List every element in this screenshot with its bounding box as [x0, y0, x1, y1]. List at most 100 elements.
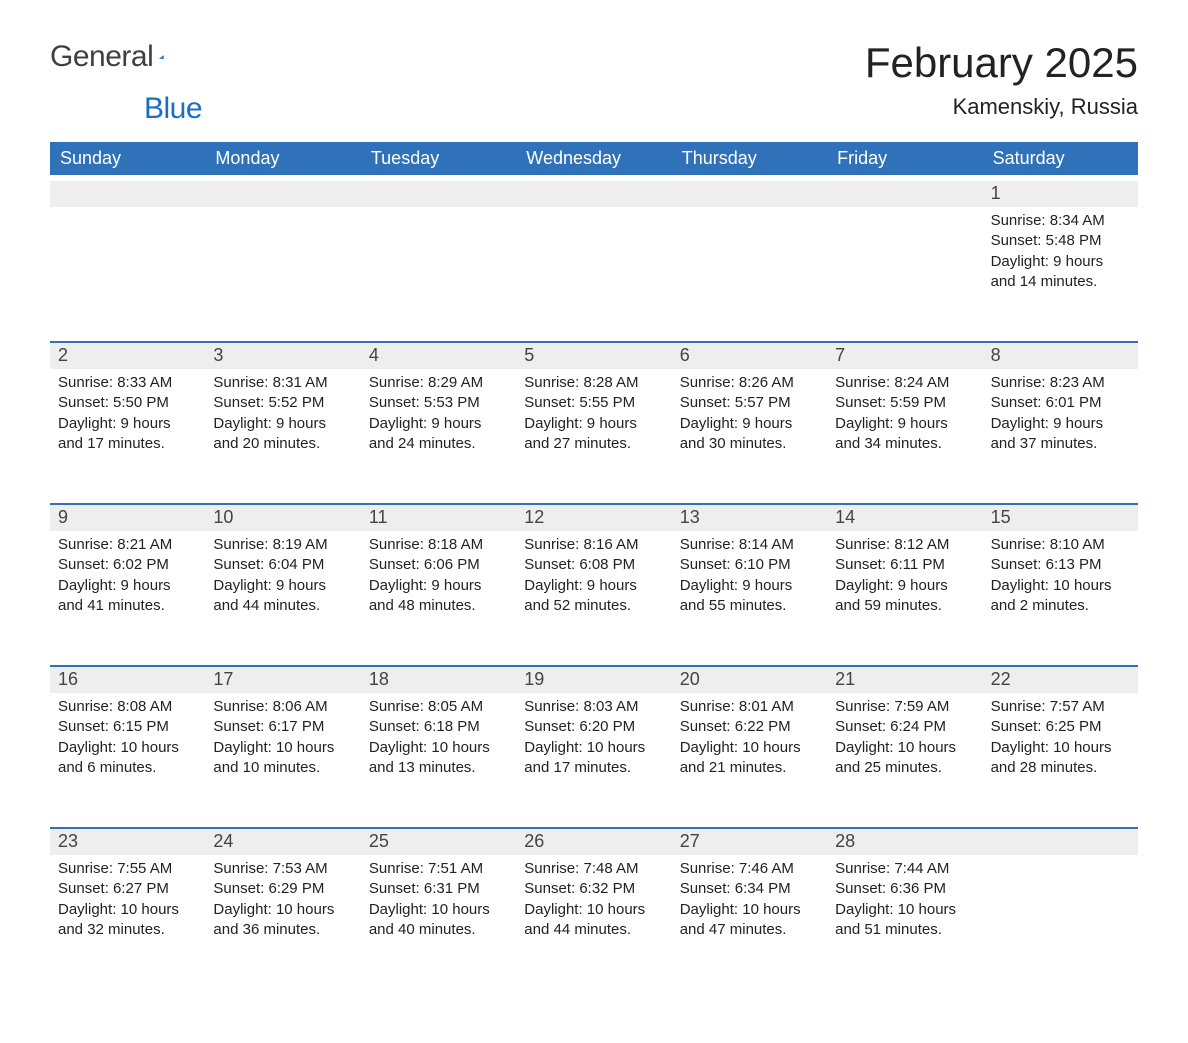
day-info-line: Daylight: 10 hours [58, 900, 197, 920]
day-info-line: Sunset: 6:32 PM [524, 879, 663, 899]
day-body-row: Sunrise: 8:08 AMSunset: 6:15 PMDaylight:… [50, 693, 1138, 821]
day-number: 18 [361, 667, 516, 693]
day-info-line: and 30 minutes. [680, 434, 819, 454]
day-info-line: Sunrise: 7:46 AM [680, 859, 819, 879]
day-info-line: Sunrise: 8:18 AM [369, 535, 508, 555]
day-cell: Sunrise: 8:10 AMSunset: 6:13 PMDaylight:… [983, 531, 1138, 659]
day-cell: Sunrise: 7:46 AMSunset: 6:34 PMDaylight:… [672, 855, 827, 983]
day-cell: Sunrise: 8:33 AMSunset: 5:50 PMDaylight:… [50, 369, 205, 497]
day-info-line: and 20 minutes. [213, 434, 352, 454]
day-info-line: Daylight: 9 hours [680, 576, 819, 596]
day-info-line: Sunrise: 8:12 AM [835, 535, 974, 555]
day-info-line: Sunset: 6:34 PM [680, 879, 819, 899]
month-year-title: February 2025 [865, 40, 1138, 86]
day-info-line: Daylight: 10 hours [991, 576, 1130, 596]
day-info-line: Sunset: 5:53 PM [369, 393, 508, 413]
day-info-line: Sunset: 6:31 PM [369, 879, 508, 899]
day-cell [50, 207, 205, 335]
day-number-row: 16171819202122 [50, 667, 1138, 693]
day-number: 14 [827, 505, 982, 531]
day-info-line: and 24 minutes. [369, 434, 508, 454]
day-cell: Sunrise: 8:24 AMSunset: 5:59 PMDaylight:… [827, 369, 982, 497]
day-cell: Sunrise: 7:51 AMSunset: 6:31 PMDaylight:… [361, 855, 516, 983]
day-number: 19 [516, 667, 671, 693]
day-number: 1 [983, 181, 1138, 207]
day-info-line: and 59 minutes. [835, 596, 974, 616]
day-number: 11 [361, 505, 516, 531]
day-info-line: Daylight: 10 hours [835, 900, 974, 920]
weekday-header: Friday [827, 142, 982, 175]
day-info-line: Sunset: 6:13 PM [991, 555, 1130, 575]
day-info-line: Daylight: 9 hours [213, 576, 352, 596]
day-cell: Sunrise: 8:31 AMSunset: 5:52 PMDaylight:… [205, 369, 360, 497]
day-number: 25 [361, 829, 516, 855]
day-info-line: Daylight: 9 hours [58, 414, 197, 434]
day-number [983, 829, 1138, 855]
day-info-line: Daylight: 10 hours [213, 738, 352, 758]
day-cell: Sunrise: 7:55 AMSunset: 6:27 PMDaylight:… [50, 855, 205, 983]
day-body-row: Sunrise: 7:55 AMSunset: 6:27 PMDaylight:… [50, 855, 1138, 983]
day-cell: Sunrise: 7:57 AMSunset: 6:25 PMDaylight:… [983, 693, 1138, 821]
day-body-row: Sunrise: 8:33 AMSunset: 5:50 PMDaylight:… [50, 369, 1138, 497]
day-cell [827, 207, 982, 335]
day-info-line: Daylight: 9 hours [524, 414, 663, 434]
day-number [672, 181, 827, 207]
day-info-line: Sunrise: 8:19 AM [213, 535, 352, 555]
day-info-line: Sunrise: 8:14 AM [680, 535, 819, 555]
day-number: 5 [516, 343, 671, 369]
day-number: 9 [50, 505, 205, 531]
day-info-line: Daylight: 9 hours [213, 414, 352, 434]
day-info-line: Daylight: 9 hours [680, 414, 819, 434]
day-number: 28 [827, 829, 982, 855]
day-number: 21 [827, 667, 982, 693]
day-number: 10 [205, 505, 360, 531]
day-info-line: Sunset: 5:52 PM [213, 393, 352, 413]
day-number: 3 [205, 343, 360, 369]
day-info-line: Sunrise: 7:57 AM [991, 697, 1130, 717]
day-number: 20 [672, 667, 827, 693]
day-info-line: Sunrise: 8:29 AM [369, 373, 508, 393]
day-number: 16 [50, 667, 205, 693]
day-number: 27 [672, 829, 827, 855]
day-info-line: and 37 minutes. [991, 434, 1130, 454]
day-info-line: Sunrise: 8:24 AM [835, 373, 974, 393]
weekday-header: Saturday [983, 142, 1138, 175]
day-cell: Sunrise: 8:26 AMSunset: 5:57 PMDaylight:… [672, 369, 827, 497]
day-info-line: and 25 minutes. [835, 758, 974, 778]
day-cell: Sunrise: 7:44 AMSunset: 6:36 PMDaylight:… [827, 855, 982, 983]
day-info-line: and 28 minutes. [991, 758, 1130, 778]
day-cell: Sunrise: 8:05 AMSunset: 6:18 PMDaylight:… [361, 693, 516, 821]
day-info-line: and 52 minutes. [524, 596, 663, 616]
day-info-line: Daylight: 10 hours [369, 900, 508, 920]
day-cell: Sunrise: 8:28 AMSunset: 5:55 PMDaylight:… [516, 369, 671, 497]
day-info-line: Sunset: 6:20 PM [524, 717, 663, 737]
day-info-line: Sunrise: 8:16 AM [524, 535, 663, 555]
calendar-week: 9101112131415Sunrise: 8:21 AMSunset: 6:0… [50, 503, 1138, 659]
logo: General [50, 40, 189, 74]
day-info-line: Daylight: 10 hours [58, 738, 197, 758]
day-info-line: Daylight: 9 hours [991, 414, 1130, 434]
day-cell: Sunrise: 8:01 AMSunset: 6:22 PMDaylight:… [672, 693, 827, 821]
day-info-line: Sunset: 6:27 PM [58, 879, 197, 899]
day-info-line: and 14 minutes. [991, 272, 1130, 292]
logo-word-blue: Blue [144, 92, 202, 125]
day-info-line: Sunrise: 8:08 AM [58, 697, 197, 717]
day-info-line: Daylight: 9 hours [58, 576, 197, 596]
day-info-line: and 13 minutes. [369, 758, 508, 778]
day-number-row: 2345678 [50, 343, 1138, 369]
day-number: 12 [516, 505, 671, 531]
day-info-line: Daylight: 10 hours [680, 738, 819, 758]
day-info-line: and 34 minutes. [835, 434, 974, 454]
day-info-line: Sunrise: 8:26 AM [680, 373, 819, 393]
day-info-line: and 2 minutes. [991, 596, 1130, 616]
day-number: 24 [205, 829, 360, 855]
day-cell: Sunrise: 8:14 AMSunset: 6:10 PMDaylight:… [672, 531, 827, 659]
day-info-line: Sunrise: 7:55 AM [58, 859, 197, 879]
day-number: 17 [205, 667, 360, 693]
day-number-row: 1 [50, 181, 1138, 207]
day-info-line: Sunrise: 8:10 AM [991, 535, 1130, 555]
day-info-line: Daylight: 9 hours [991, 252, 1130, 272]
day-cell: Sunrise: 8:12 AMSunset: 6:11 PMDaylight:… [827, 531, 982, 659]
day-cell: Sunrise: 8:08 AMSunset: 6:15 PMDaylight:… [50, 693, 205, 821]
day-number: 6 [672, 343, 827, 369]
